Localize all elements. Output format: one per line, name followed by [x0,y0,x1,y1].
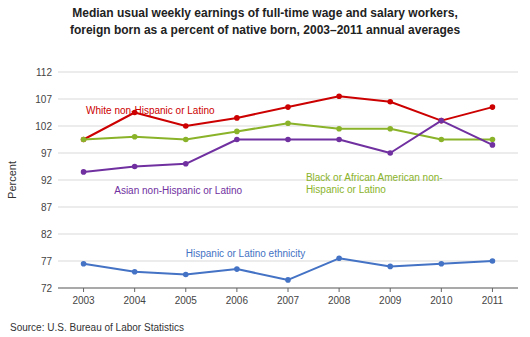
x-tick [288,288,289,292]
series-point [387,99,393,105]
title: Median usual weekly earnings of full-tim… [72,6,457,20]
series-point [439,118,445,124]
series-point [490,104,496,110]
x-tick [390,288,391,292]
grid-line [58,99,518,100]
series-point [234,266,240,272]
y-tick-label: 102 [35,121,52,132]
series-point [285,121,291,127]
x-tick [492,288,493,292]
source: Source: U.S. Bureau of Labor Statistics [10,322,184,333]
x-tick [185,288,186,292]
annotation-line: Hispanic or Latino [306,184,386,195]
series-point [387,126,393,132]
annotation-line: Black or African American non- [306,172,443,183]
x-tick-label: 2003 [72,295,95,306]
series-point [285,137,291,143]
y-tick-label: 77 [41,256,53,267]
series-point [336,137,342,143]
subtitle: foreign born as a percent of native born… [70,23,460,37]
series-point [132,164,138,170]
y-tick-label: 107 [35,94,52,105]
x-tick-label: 2005 [175,295,198,306]
plot-area [81,94,495,283]
series-point [234,137,240,143]
series-point [81,137,87,143]
x-tick-label: 2009 [379,295,402,306]
series-point [490,258,496,264]
grid-line [58,153,518,154]
x-tick-label: 2011 [482,295,504,306]
series-point [234,115,240,121]
series-point [234,129,240,135]
x-tick-label: 2010 [430,295,453,306]
grid-line [58,72,518,73]
annotation-line: Hispanic or Latino ethnicity [186,248,306,259]
series-point [183,137,189,143]
grid-line [58,180,518,181]
series-point [387,264,393,270]
series-point [387,150,393,156]
series-point [439,118,445,124]
series-point [439,261,445,267]
x-tick-label: 2008 [328,295,351,306]
series-point [285,277,291,283]
annotation: Black or African American non-Hispanic o… [306,172,443,195]
y-tick-label: 92 [41,175,53,186]
series-point [490,142,496,148]
series-point [336,94,342,100]
x-tick [339,288,340,292]
chart: Median usual weekly earnings of full-tim… [0,0,530,337]
x-tick [83,288,84,292]
annotation-line: Asian non-Hispanic or Latino [114,185,242,196]
y-tick-label: 112 [36,67,52,78]
y-tick-label: 87 [41,202,53,213]
series-line [84,258,493,280]
series-point [81,137,87,143]
y-axis-label: Percent [6,161,18,199]
y-tick-label: 82 [41,229,53,240]
x-tick-label: 2007 [277,295,300,306]
series-point [439,137,445,143]
x-tick [441,288,442,292]
series-point [81,169,87,175]
grid-line [58,207,518,208]
grid-line [58,261,518,262]
annotation-line: White non-Hispanic or Latino [86,105,215,116]
annotation: Asian non-Hispanic or Latino [114,185,242,196]
series-line [84,121,493,172]
series-point [183,272,189,278]
series-point [132,134,138,140]
series-point [336,126,342,132]
series-point [183,161,189,167]
x-tick-label: 2004 [124,295,147,306]
series-line [84,96,493,139]
annotation: White non-Hispanic or Latino [86,105,215,116]
x-tick-label: 2006 [226,295,249,306]
annotation: Hispanic or Latino ethnicity [186,248,306,259]
series-point [285,104,291,110]
series-point [81,261,87,267]
x-tick [134,288,135,292]
series-point [490,137,496,143]
series-point [132,269,138,275]
series-point [183,123,189,129]
y-tick-label: 72 [41,283,53,294]
grid-line [58,234,518,235]
x-tick [236,288,237,292]
y-tick-label: 97 [41,148,53,159]
series-point [336,255,342,261]
